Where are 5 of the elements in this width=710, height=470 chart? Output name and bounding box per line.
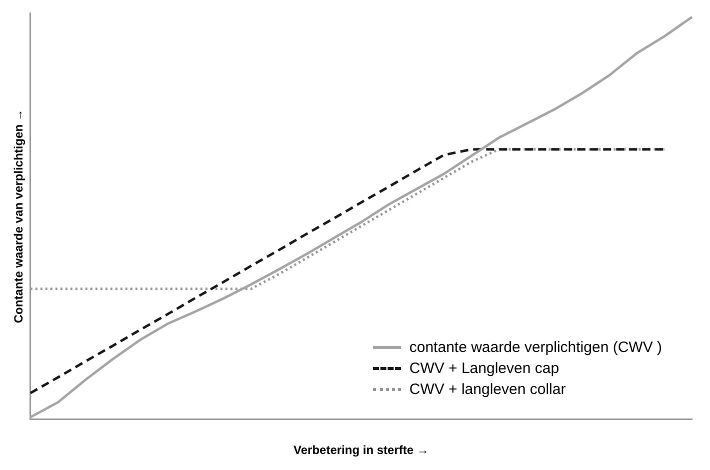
legend-label: CWV + langleven collar: [409, 381, 566, 398]
legend-label: CWV + Langleven cap: [409, 360, 560, 377]
y-axis-title: Contante waarde van verplichtigen →: [12, 109, 26, 324]
legend-label: contante waarde verplichtigen (CWV ): [409, 339, 662, 356]
x-axis-title: Verbetering in sterfte →: [294, 443, 429, 458]
